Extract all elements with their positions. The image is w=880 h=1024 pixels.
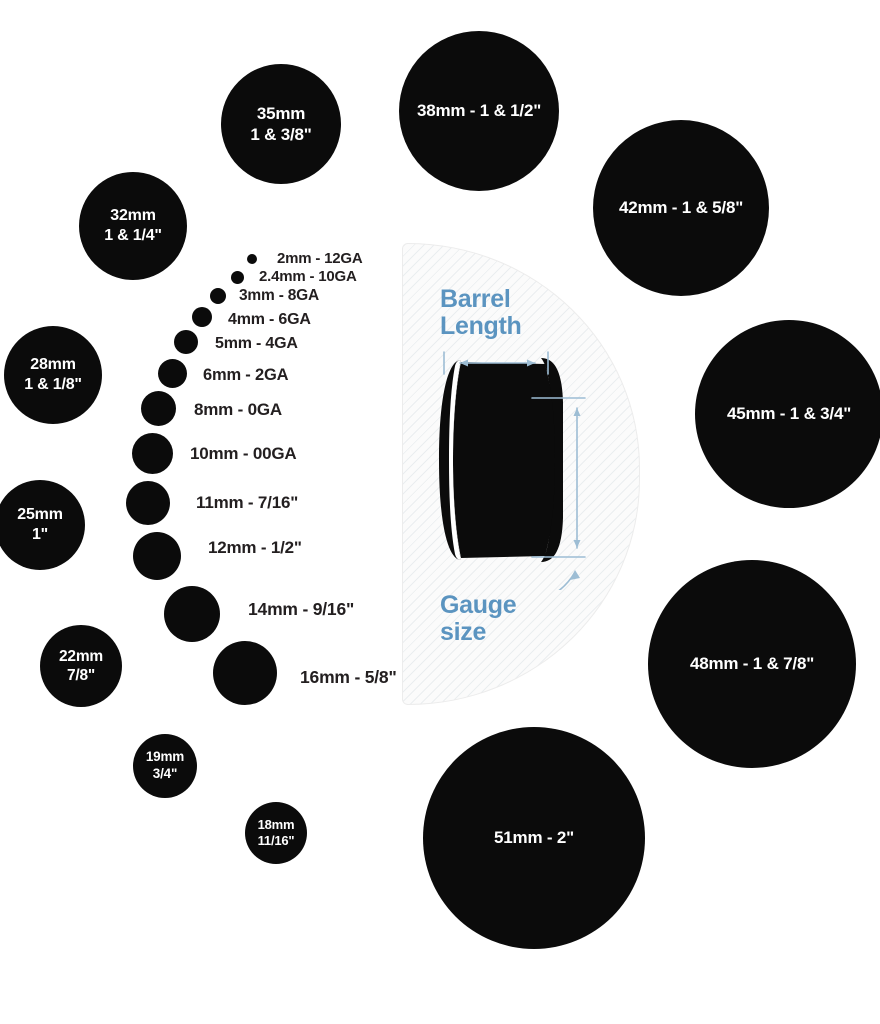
gauge-dot-16mm: [213, 641, 277, 705]
dimension-annotations: [443, 351, 586, 590]
gauge-dot-4mm: [192, 307, 212, 327]
gauge-label-4mm: 4mm - 6GA: [228, 311, 311, 328]
size-bubble-48mm: 48mm - 1 & 7/8": [648, 560, 856, 768]
size-bubble-38mm: 38mm - 1 & 1/2": [399, 31, 559, 191]
gauge-label-12mm: 12mm - 1/2": [208, 538, 302, 557]
gauge-dot-2mm: [247, 254, 257, 264]
gauge-dot-2.4mm: [230, 270, 244, 284]
gauge-dot-6mm: [157, 358, 187, 388]
size-bubble-28mm: 28mm 1 & 1/8": [4, 326, 102, 424]
size-bubble-42mm: 42mm - 1 & 5/8": [593, 120, 769, 296]
gauge-label-10mm: 10mm - 00GA: [190, 444, 297, 463]
size-bubble-22mm: 22mm 7/8": [40, 625, 122, 707]
gauge-label-16mm: 16mm - 5/8": [300, 667, 397, 687]
gauge-dot-8mm: [140, 390, 176, 426]
tunnel-illustration: [439, 358, 563, 562]
barrel-length-label: Barrel Length: [440, 285, 522, 340]
gauge-label-6mm: 6mm - 2GA: [203, 366, 289, 384]
gauge-label-5mm: 5mm - 4GA: [215, 335, 298, 352]
size-bubble-32mm: 32mm 1 & 1/4": [79, 172, 187, 280]
gauge-label-3mm: 3mm - 8GA: [239, 287, 320, 304]
gauge-dot-12mm: [133, 532, 181, 580]
size-bubble-35mm: 35mm 1 & 3/8": [221, 64, 341, 184]
gauge-dot-11mm: [126, 481, 170, 525]
gauge-label-11mm: 11mm - 7/16": [196, 493, 299, 512]
gauge-dot-14mm: [164, 586, 220, 642]
size-bubble-25mm: 25mm 1": [0, 480, 85, 570]
gauge-label-2mm: 2mm - 12GA: [277, 250, 363, 267]
gauge-dot-10mm: [131, 432, 173, 474]
gauge-label-8mm: 8mm - 0GA: [194, 400, 282, 419]
gauge-dot-5mm: [174, 330, 198, 354]
gauge-dot-3mm: [210, 288, 226, 304]
size-bubble-45mm: 45mm - 1 & 3/4": [695, 320, 880, 508]
size-bubble-19mm: 19mm 3/4": [133, 734, 197, 798]
gauge-label-2.4mm: 2.4mm - 10GA: [259, 268, 357, 285]
gauge-size-label: Gauge size: [440, 591, 517, 646]
size-bubble-51mm: 51mm - 2": [423, 727, 645, 949]
size-bubble-18mm: 18mm 11/16": [245, 802, 307, 864]
gauge-label-14mm: 14mm - 9/16": [248, 599, 355, 619]
